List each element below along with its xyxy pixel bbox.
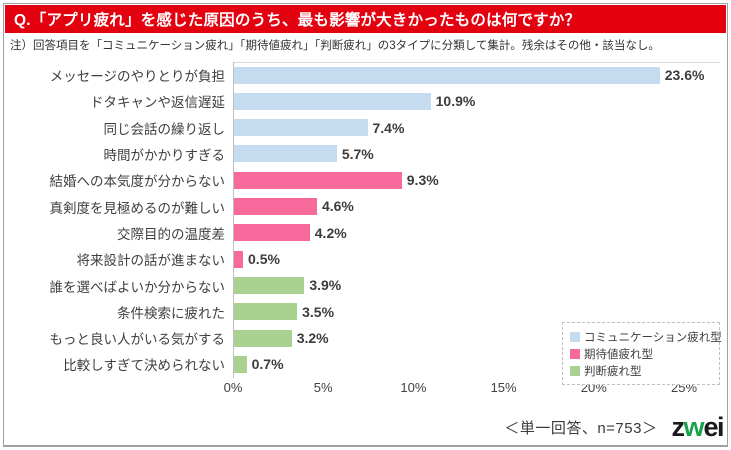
question-title-bar: Q.「アプリ疲れ」を感じた原因のうち、最も影響が大きかったものは何ですか？ <box>5 5 726 33</box>
category-label: 条件検索に疲れた <box>117 305 225 321</box>
category-label: ドタキャンや返信遅延 <box>90 95 225 111</box>
bar-rows: メッセージのやりとりが負担 23.6% ドタキャンや返信遅延 10.9% 同じ会話の繰り… <box>5 62 726 378</box>
bar-expectation <box>234 224 310 242</box>
value-label: 10.9% <box>435 93 476 110</box>
legend-swatch-icon <box>570 365 580 376</box>
footer: ＜単一回答、n=753＞ zwei <box>504 411 724 443</box>
sample-size-note: ＜単一回答、n=753＞ <box>504 419 658 437</box>
legend-item: コミュニケーション疲れ型 <box>570 328 722 345</box>
category-label: 比較しすぎて決められない <box>63 358 225 374</box>
plot-cell: 3.5% <box>233 299 726 325</box>
chart-row: もっと良い人がいる気がする 3.2% <box>5 325 726 351</box>
y-axis-line <box>233 62 234 378</box>
question-title: Q.「アプリ疲れ」を感じた原因のうち、最も影響が大きかったものは何ですか？ <box>14 12 581 29</box>
category-label: 将来設計の話が進まない <box>76 253 226 269</box>
bar-judgment <box>234 329 292 347</box>
value-label: 3.2% <box>296 329 329 346</box>
category-label: 結婚への本気度が分からない <box>49 174 226 190</box>
plot-cell: 0.5% <box>233 246 726 272</box>
bar-judgment <box>234 303 298 321</box>
plot-cell: 9.3% <box>233 167 726 193</box>
legend-label: 判断疲れ型 <box>584 365 642 378</box>
bar-expectation <box>234 171 402 189</box>
chart-row: 交際目的の温度差 4.2% <box>5 220 726 246</box>
value-label: 0.7% <box>251 356 284 373</box>
value-label: 23.6% <box>664 67 705 83</box>
value-label: 3.5% <box>302 303 335 320</box>
bar-communication <box>234 119 368 137</box>
plot-cell: 3.2% <box>233 325 726 351</box>
value-label: 4.2% <box>314 224 347 241</box>
plot-cell: 7.4% <box>233 115 726 141</box>
bar-communication <box>234 66 660 84</box>
plot-cell: 0.7% <box>233 351 726 377</box>
bar-judgment <box>234 355 247 373</box>
bar-chart: メッセージのやりとりが負担 23.6% ドタキャンや返信遅延 10.9% 同じ会話の繰り… <box>5 62 726 380</box>
value-label: 5.7% <box>341 145 374 162</box>
plot-cell: 4.2% <box>233 220 726 246</box>
value-label: 7.4% <box>372 119 405 136</box>
plot-cell: 4.6% <box>233 193 726 219</box>
chart-row: 比較しすぎて決められない 0.7% <box>5 351 726 377</box>
chart-row: 時間がかかりすぎる 5.7% <box>5 141 726 167</box>
chart-row: 同じ会話の繰り返し 7.4% <box>5 115 726 141</box>
legend-label: コミュニケーション疲れ型 <box>584 331 722 344</box>
chart-row: 真剣度を見極めるのが難しい 4.6% <box>5 193 726 219</box>
category-label: 同じ会話の繰り返し <box>103 121 226 137</box>
legend-swatch-icon <box>570 348 580 359</box>
plot-cell: 23.6% <box>233 62 726 88</box>
value-label: 9.3% <box>406 172 439 189</box>
legend: コミュニケーション疲れ型 期待値疲れ型 判断疲れ型 <box>562 322 722 385</box>
category-label: メッセージのやりとりが負担 <box>49 69 225 85</box>
chart-row: ドタキャンや返信遅延 10.9% <box>5 88 726 114</box>
category-label: 誰を選べばよいか分からない <box>49 279 226 295</box>
value-label: 4.6% <box>321 198 354 215</box>
bar-communication <box>234 145 337 163</box>
note-text: 注）回答項目を「コミュニケーション疲れ」「期待値疲れ」「判断疲れ」の3タイプに分… <box>10 40 660 52</box>
bar-communication <box>234 92 431 110</box>
plot-top-border <box>233 62 720 63</box>
category-label: 交際目的の温度差 <box>117 226 225 242</box>
category-label: 時間がかかりすぎる <box>103 148 226 164</box>
value-label: 3.9% <box>309 277 342 294</box>
zwei-logo: zwei <box>671 411 724 442</box>
bar-expectation <box>234 198 317 216</box>
x-tick-label: 15% <box>490 380 517 395</box>
bar-judgment <box>234 276 305 294</box>
chart-row: 条件検索に疲れた 3.5% <box>5 299 726 325</box>
x-tick-label: 10% <box>400 380 427 395</box>
logo-heart-w-icon: w <box>683 411 704 442</box>
category-label: もっと良い人がいる気がする <box>49 332 226 348</box>
legend-item: 判断疲れ型 <box>570 362 713 379</box>
chart-row: 結婚への本気度が分からない 9.3% <box>5 167 726 193</box>
chart-row: 誰を選べばよいか分からない 3.9% <box>5 272 726 298</box>
x-tick-label: 5% <box>313 380 333 395</box>
bar-expectation <box>234 250 243 268</box>
legend-swatch-icon <box>570 331 580 342</box>
legend-label: 期待値疲れ型 <box>584 348 653 361</box>
chart-row: メッセージのやりとりが負担 23.6% <box>5 62 726 88</box>
legend-item: 期待値疲れ型 <box>570 345 713 362</box>
logo-letter-z: z <box>671 411 685 442</box>
x-tick-label: 0% <box>223 380 243 395</box>
category-label: 真剣度を見極めるのが難しい <box>49 200 226 216</box>
value-label: 0.5% <box>248 251 280 268</box>
plot-cell: 10.9% <box>233 88 726 114</box>
plot-cell: 5.7% <box>233 141 726 167</box>
logo-letters-ei: ei <box>703 411 724 442</box>
chart-row: 将来設計の話が進まない 0.5% <box>5 246 726 272</box>
plot-cell: 3.9% <box>233 272 726 298</box>
